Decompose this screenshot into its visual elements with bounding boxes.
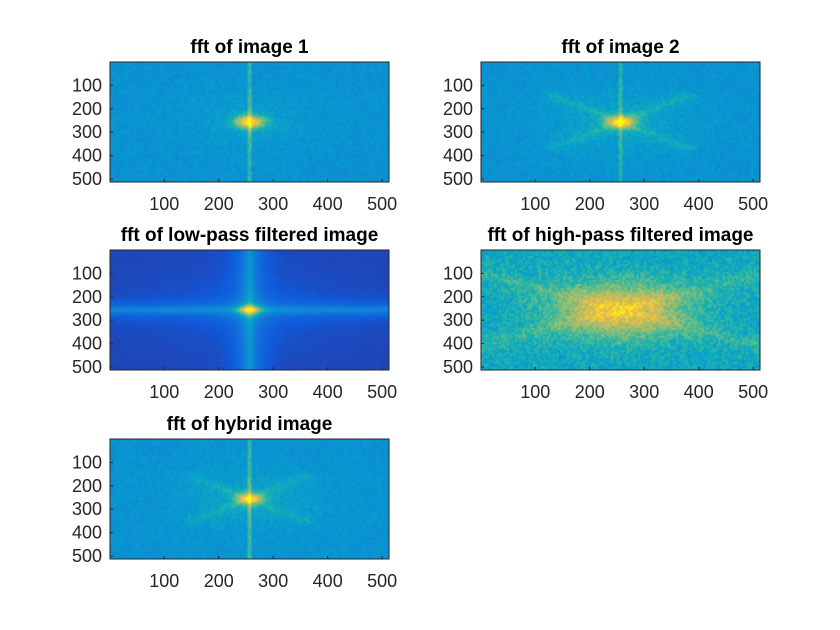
- x-tick-label: 300: [258, 571, 288, 591]
- y-tick-label: 100: [72, 75, 102, 95]
- x-tick-label: 400: [313, 382, 343, 402]
- y-tick-label: 100: [443, 263, 473, 283]
- x-tick-label: 500: [367, 571, 397, 591]
- x-tick-label: 500: [738, 382, 768, 402]
- y-tick-label: 500: [443, 169, 473, 189]
- heatmap-image: [481, 62, 760, 182]
- subplot-title: fft of image 1: [190, 37, 309, 58]
- x-tick-label: 200: [204, 382, 234, 402]
- heatmap-image: [110, 250, 389, 370]
- subplot-title: fft of high-pass filtered image: [487, 225, 753, 246]
- y-tick-label: 400: [72, 523, 102, 543]
- x-tick-label: 200: [204, 194, 234, 214]
- x-tick-label: 100: [520, 194, 550, 214]
- x-tick-label: 400: [684, 382, 714, 402]
- heatmap-image: [481, 250, 760, 370]
- y-tick-label: 200: [72, 99, 102, 119]
- x-tick-label: 400: [313, 194, 343, 214]
- x-tick-label: 100: [149, 382, 179, 402]
- x-tick-label: 400: [313, 571, 343, 591]
- y-tick-label: 500: [72, 357, 102, 377]
- y-tick-label: 500: [443, 357, 473, 377]
- axes-frame: [109, 438, 390, 560]
- x-tick-label: 100: [149, 194, 179, 214]
- x-tick-label: 400: [684, 194, 714, 214]
- axes-frame: [480, 249, 761, 371]
- y-tick-label: 400: [443, 146, 473, 166]
- subplot-3: fft of low-pass filtered image 100 200 300 4…: [72, 225, 397, 402]
- axes-frame: [109, 249, 390, 371]
- heatmap-image: [110, 62, 389, 182]
- subplot-title: fft of hybrid image: [167, 414, 333, 435]
- heatmap-image: [110, 439, 389, 559]
- y-tick-label: 400: [72, 146, 102, 166]
- subplot-title: fft of low-pass filtered image: [121, 225, 379, 246]
- axes-frame: [480, 61, 761, 183]
- y-tick-label: 200: [443, 287, 473, 307]
- x-tick-label: 500: [367, 194, 397, 214]
- x-tick-label: 300: [258, 382, 288, 402]
- y-tick-label: 200: [72, 476, 102, 496]
- x-tick-label: 100: [149, 571, 179, 591]
- y-tick-label: 400: [443, 334, 473, 354]
- y-tick-label: 500: [72, 169, 102, 189]
- x-tick-label: 300: [629, 382, 659, 402]
- axes-frame: [109, 61, 390, 183]
- x-tick-label: 200: [575, 382, 605, 402]
- x-tick-label: 200: [575, 194, 605, 214]
- y-tick-label: 200: [443, 99, 473, 119]
- y-tick-label: 300: [443, 122, 473, 142]
- y-tick-label: 300: [443, 310, 473, 330]
- y-tick-label: 500: [72, 546, 102, 566]
- x-tick-label: 300: [258, 194, 288, 214]
- y-tick-label: 100: [72, 263, 102, 283]
- y-tick-label: 300: [72, 499, 102, 519]
- subplot-2: fft of image 2 100 200 300 400 500 100 200 300 40…: [443, 37, 768, 214]
- y-tick-label: 100: [72, 452, 102, 472]
- x-tick-label: 200: [204, 571, 234, 591]
- subplot-5: fft of hybrid image 100 200 300 400 500 100 200…: [72, 414, 397, 591]
- y-tick-label: 300: [72, 310, 102, 330]
- y-tick-label: 400: [72, 334, 102, 354]
- y-tick-label: 100: [443, 75, 473, 95]
- subplot-1: fft of image 1 100 200 300 400 500 100 200 300 40…: [72, 37, 397, 214]
- y-tick-label: 300: [72, 122, 102, 142]
- subplot-4: fft of high-pass filtered image 100 200 300…: [443, 225, 768, 402]
- subplot-title: fft of image 2: [561, 37, 679, 58]
- x-tick-label: 300: [629, 194, 659, 214]
- x-tick-label: 100: [520, 382, 550, 402]
- x-tick-label: 500: [738, 194, 768, 214]
- x-tick-label: 500: [367, 382, 397, 402]
- y-tick-label: 200: [72, 287, 102, 307]
